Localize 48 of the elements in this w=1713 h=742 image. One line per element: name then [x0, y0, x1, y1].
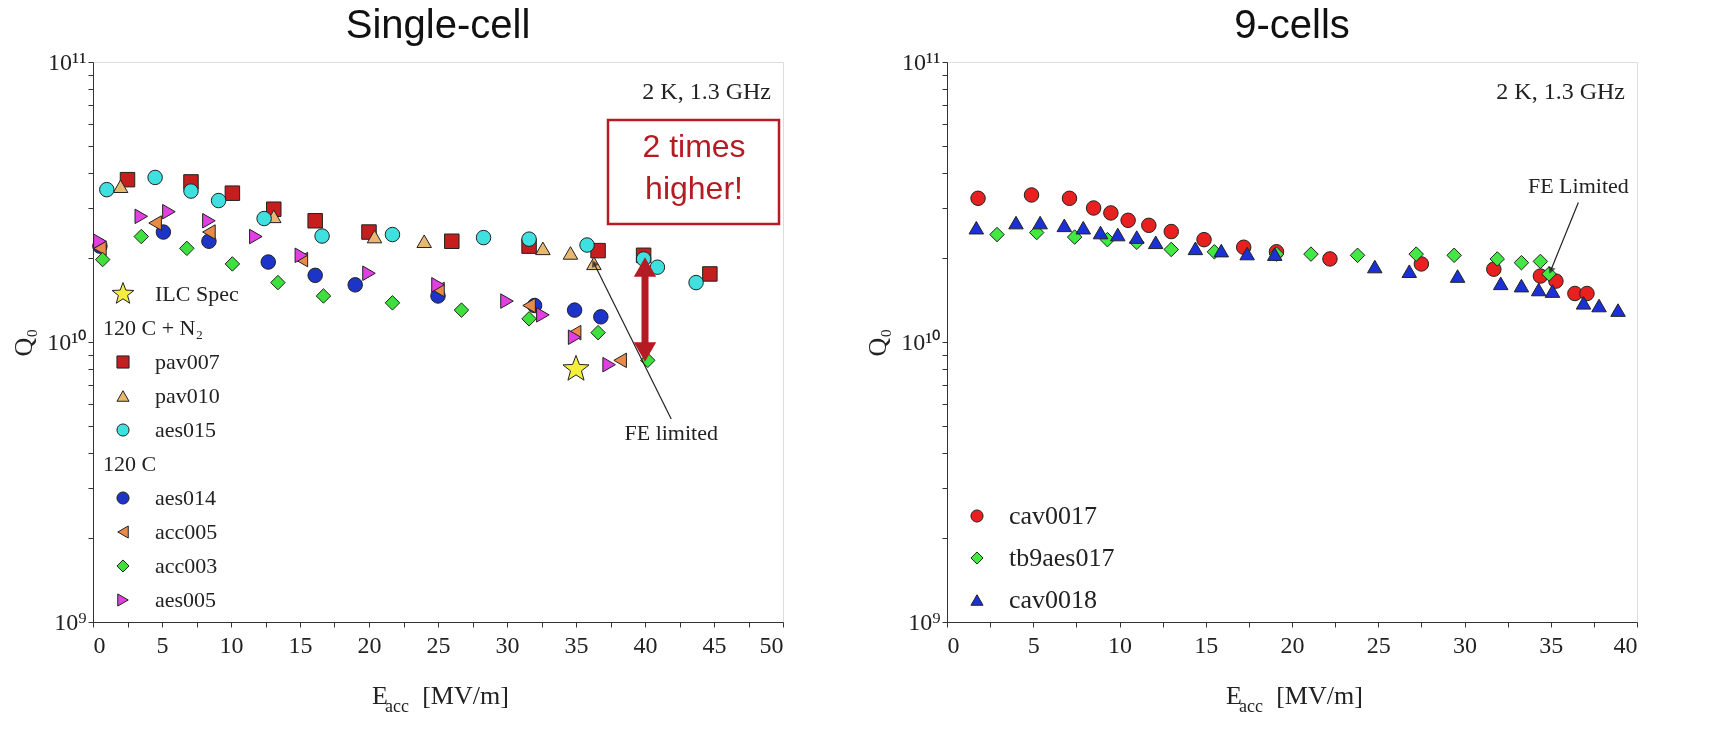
x-tick-label: 45	[702, 631, 727, 658]
legend-label: cav0018	[1009, 585, 1098, 614]
x-tick-label: 5	[156, 631, 169, 658]
x-tick-label: 10	[1108, 631, 1132, 658]
x-tick-label: 25	[426, 631, 451, 658]
y-tick-label: 10⁹	[908, 608, 941, 635]
annotation: 2 K, 1.3 GHz	[1496, 78, 1625, 104]
annotation: 120 C + N₂	[103, 315, 204, 340]
annotation: 2 times higher!	[642, 128, 746, 206]
x-tick-label: 30	[1453, 631, 1477, 658]
chart-title: 9-cells	[1234, 2, 1350, 46]
legend-label: acc005	[155, 519, 218, 544]
legend-label: aes015	[155, 417, 217, 442]
x-tick-label: 5	[1027, 631, 1040, 658]
y-axis-title: Q₀	[863, 328, 893, 357]
annotation: 120 C	[103, 451, 157, 476]
y-tick-label: 10¹¹	[902, 48, 941, 75]
x-tick-label: 0	[93, 631, 106, 658]
y-axis-title: Q₀	[9, 328, 39, 357]
y-tick-label: 10⁹	[54, 608, 87, 635]
legend-label: ILC Spec	[155, 281, 239, 306]
x-tick-label: 35	[1539, 631, 1564, 658]
x-tick-label: 40	[1613, 631, 1638, 658]
legend-label: cav0017	[1009, 501, 1098, 530]
y-tick-label: 10¹¹	[48, 48, 87, 75]
annotation: FE limited	[624, 420, 718, 446]
x-tick-label: 50	[759, 631, 784, 658]
x-tick-label: 25	[1366, 631, 1391, 658]
x-tick-label: 35	[564, 631, 589, 658]
x-tick-label: 15	[1194, 631, 1219, 658]
x-tick-label: 40	[633, 631, 658, 658]
x-tick-label: 10	[219, 631, 244, 658]
y-tick-label: 10¹⁰	[47, 328, 87, 355]
x-tick-label: 20	[357, 631, 382, 658]
legend-label: aes005	[155, 587, 217, 612]
x-tick-label: 30	[495, 631, 520, 658]
legend-label: pav010	[155, 383, 220, 408]
annotation: 2 K, 1.3 GHz	[642, 78, 771, 104]
legend-label: pav007	[155, 349, 220, 374]
legend-label: aes014	[155, 485, 217, 510]
annotation: FE Limited	[1527, 173, 1629, 199]
x-tick-label: 0	[947, 631, 960, 658]
y-tick-label: 10¹⁰	[901, 328, 941, 355]
chart-title: Single-cell	[345, 2, 531, 46]
x-tick-label: 20	[1280, 631, 1305, 658]
x-tick-label: 15	[288, 631, 313, 658]
legend-label: tb9aes017	[1009, 543, 1115, 572]
legend-label: acc003	[155, 553, 218, 578]
